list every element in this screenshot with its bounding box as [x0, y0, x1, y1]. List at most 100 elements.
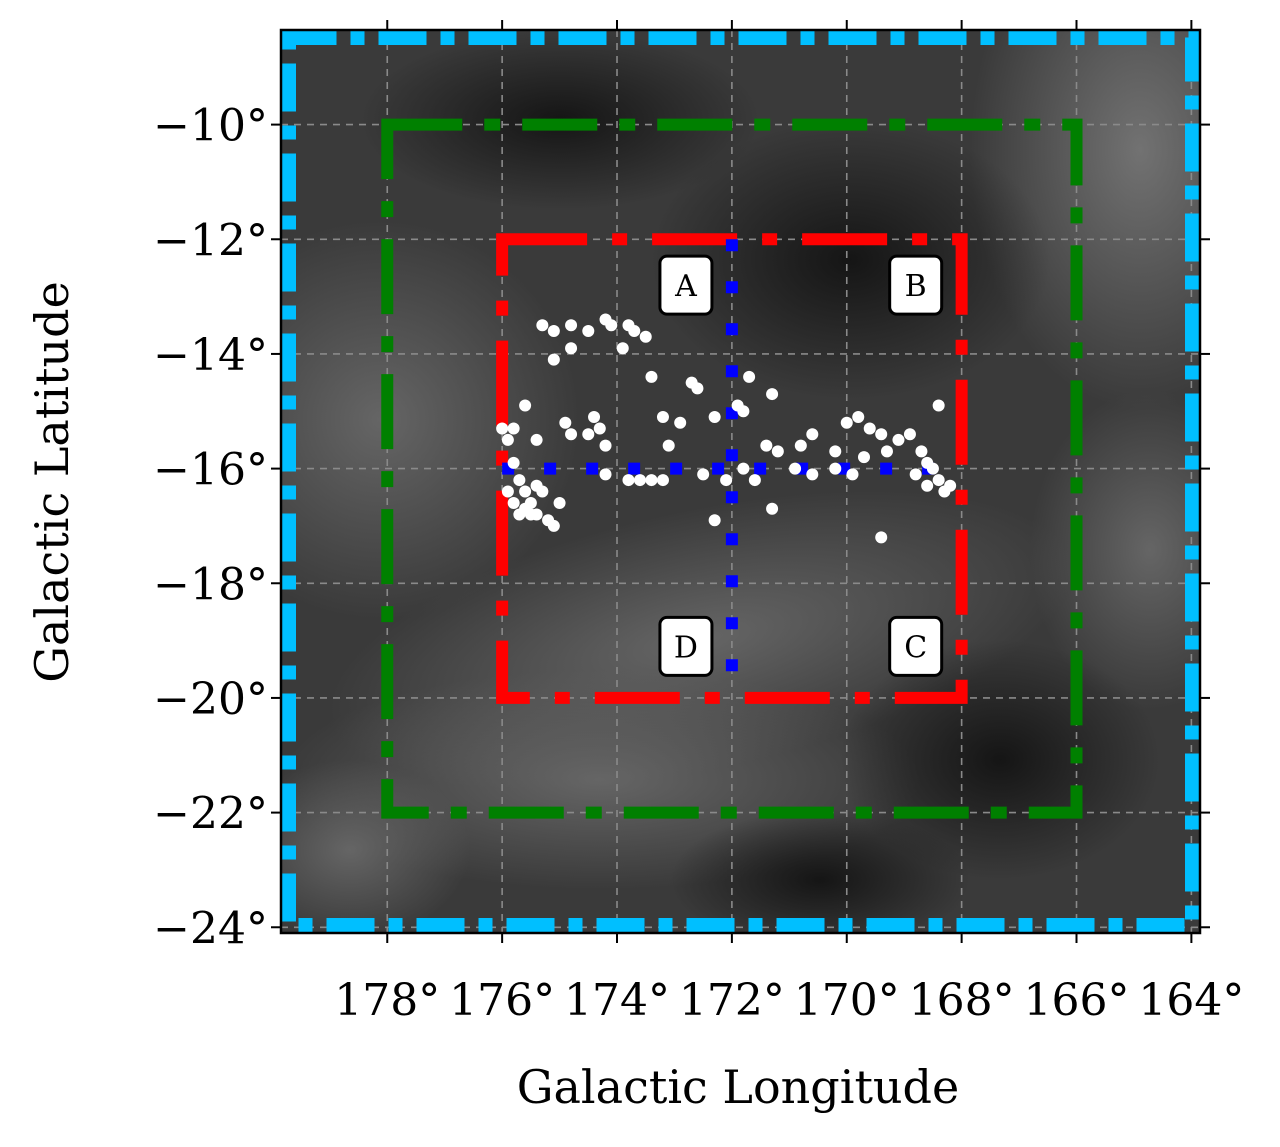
- data-point-58: [656, 474, 669, 487]
- x-tick-label-2: 174°: [564, 975, 670, 1026]
- data-point-16: [743, 370, 756, 383]
- y-tick-label-1: −12°: [153, 215, 268, 266]
- y-tick-label-5: −20°: [153, 674, 268, 725]
- data-point-63: [748, 474, 761, 487]
- data-point-36: [829, 445, 842, 458]
- data-point-86: [840, 416, 853, 429]
- background-map: [281, 30, 1200, 933]
- data-point-31: [662, 439, 675, 452]
- region-label-box: [888, 254, 944, 316]
- data-point-67: [829, 462, 842, 475]
- data-point-60: [708, 514, 721, 527]
- region-label-box: [658, 615, 714, 677]
- data-point-26: [507, 422, 520, 435]
- y-axis-title: Galactic Latitude: [25, 281, 79, 683]
- y-tick-label-3: −16°: [153, 445, 268, 496]
- data-point-62: [737, 462, 750, 475]
- x-tick-label-6: 166°: [1024, 975, 1130, 1026]
- data-point-70: [863, 422, 876, 435]
- data-point-11: [616, 342, 629, 355]
- region-b: B: [888, 254, 944, 316]
- region-label-text: C: [904, 630, 927, 665]
- data-point-22: [656, 411, 669, 423]
- data-point-69: [857, 451, 870, 464]
- x-tick-label-1: 176°: [449, 975, 555, 1026]
- y-tick-label-2: −14°: [153, 330, 268, 381]
- y-tick-label-0: −10°: [153, 101, 268, 152]
- x-axis-title: Galactic Longitude: [517, 1060, 959, 1114]
- data-point-71: [875, 428, 888, 441]
- data-point-27: [530, 433, 543, 446]
- data-point-33: [771, 445, 784, 458]
- data-point-52: [547, 519, 560, 532]
- region-label-text: A: [674, 269, 697, 304]
- x-tick-label-0: 178°: [334, 975, 440, 1026]
- region-c: C: [888, 615, 944, 677]
- data-point-82: [944, 479, 957, 492]
- box-middle: [381, 118, 1083, 819]
- y-tick-label-7: −24°: [153, 903, 268, 954]
- data-point-14: [691, 382, 704, 395]
- data-point-17: [766, 388, 779, 401]
- data-point-18: [519, 399, 532, 412]
- y-tick-label-4: −18°: [153, 559, 268, 610]
- region-labels: A B C D: [658, 254, 944, 677]
- data-point-55: [622, 474, 635, 487]
- data-point-7: [628, 325, 641, 337]
- data-point-32: [760, 439, 773, 452]
- data-point-65: [789, 462, 802, 475]
- x-tick-label-3: 172°: [679, 975, 785, 1026]
- data-point-37: [496, 422, 509, 435]
- region-label-text: B: [905, 269, 927, 304]
- center-cross: [502, 239, 962, 698]
- data-point-38: [501, 433, 514, 446]
- data-point-9: [547, 353, 560, 366]
- data-point-80: [909, 468, 922, 481]
- plot-frame: [279, 28, 1202, 935]
- data-point-12: [645, 370, 658, 383]
- x-tick-label-5: 168°: [909, 975, 1015, 1026]
- region-label-text: D: [674, 630, 698, 665]
- data-point-56: [633, 474, 646, 487]
- data-point-39: [507, 456, 520, 469]
- data-point-3: [582, 325, 595, 337]
- data-point-57: [645, 474, 658, 487]
- data-point-79: [921, 479, 934, 492]
- data-point-25: [737, 405, 750, 418]
- data-point-24: [708, 411, 721, 423]
- data-point-46: [507, 497, 520, 509]
- data-point-30: [599, 439, 612, 452]
- data-point-75: [915, 445, 928, 458]
- data-point-64: [766, 502, 779, 515]
- region-d: D: [658, 615, 714, 677]
- region-a: A: [658, 254, 714, 316]
- data-point-1: [547, 325, 560, 337]
- data-point-28: [565, 428, 578, 441]
- data-point-0: [536, 319, 549, 332]
- data-point-59: [697, 468, 710, 481]
- data-point-68: [846, 468, 859, 481]
- box-outer: [281, 30, 1200, 933]
- data-point-78: [932, 474, 945, 487]
- data-point-8: [639, 330, 652, 343]
- data-point-19: [559, 416, 572, 429]
- data-point-5: [605, 319, 618, 332]
- region-label-box: [888, 615, 944, 677]
- data-point-50: [530, 508, 543, 521]
- data-point-40: [513, 474, 526, 487]
- data-point-84: [875, 531, 888, 544]
- data-point-45: [501, 485, 514, 498]
- data-point-34: [794, 439, 807, 452]
- data-points: [496, 313, 957, 544]
- region-label-box: [658, 254, 714, 316]
- data-point-54: [599, 468, 612, 481]
- data-point-44: [536, 485, 549, 498]
- data-point-29: [582, 428, 595, 441]
- data-point-35: [806, 428, 819, 441]
- data-point-74: [903, 428, 916, 441]
- data-point-61: [720, 474, 733, 487]
- data-point-2: [565, 319, 578, 332]
- x-tick-label-7: 164°: [1138, 975, 1244, 1026]
- data-point-10: [565, 342, 578, 355]
- data-point-21: [593, 422, 606, 435]
